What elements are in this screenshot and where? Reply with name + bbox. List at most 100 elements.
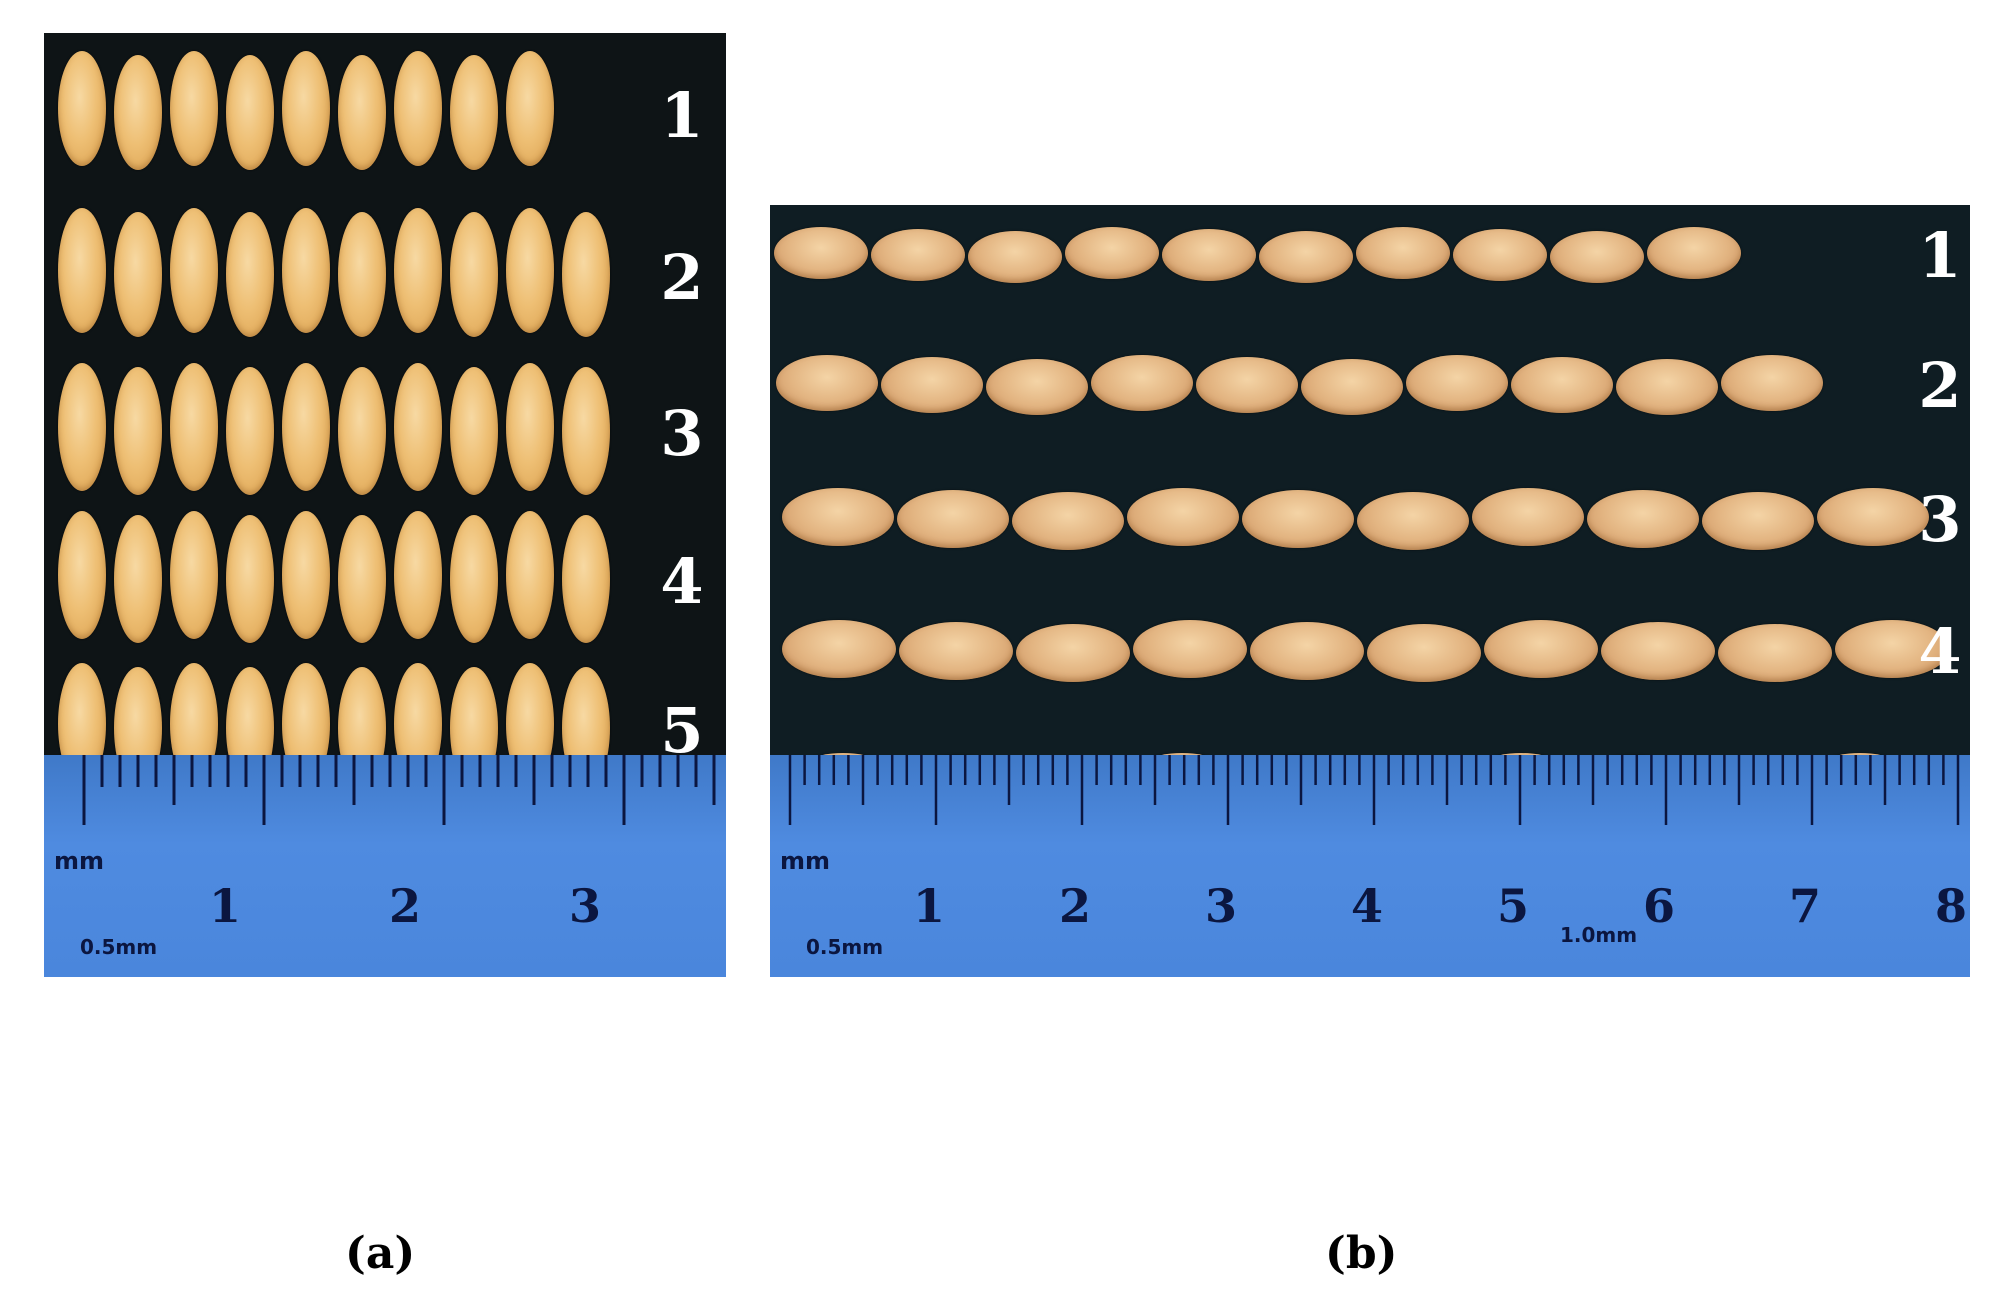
- ruler-number-b: 7: [1789, 879, 1822, 933]
- ruler-number-b: 3: [1205, 879, 1238, 933]
- grain-b: [774, 227, 868, 279]
- grain-b: [1091, 355, 1193, 411]
- panel-a-caption: (a): [345, 1228, 416, 1279]
- grain-a: [282, 51, 330, 166]
- grain-a: [338, 55, 386, 170]
- panel-b-ruler-ticks: [788, 755, 1960, 825]
- grain-b: [1406, 355, 1508, 411]
- grain-a: [394, 51, 442, 166]
- ruler-number-a: 2: [389, 879, 422, 933]
- grain-a: [282, 208, 330, 333]
- ruler-number-b: 4: [1351, 879, 1384, 933]
- grain-b: [1484, 620, 1598, 678]
- grain-b: [782, 620, 896, 678]
- ruler-number-a: 3: [569, 879, 602, 933]
- grain-a: [114, 515, 162, 643]
- grain-b: [1016, 624, 1130, 682]
- row-label-b: 4: [1918, 615, 1962, 688]
- grain-b: [782, 488, 894, 546]
- grain-b: [1721, 355, 1823, 411]
- grain-a: [114, 212, 162, 337]
- grain-b: [1718, 624, 1832, 682]
- grain-b: [1356, 227, 1450, 279]
- row-label-a: 2: [660, 240, 704, 314]
- grain-b: [1367, 624, 1481, 682]
- grain-a: [562, 212, 610, 337]
- grain-a: [562, 515, 610, 643]
- grain-b: [1587, 490, 1699, 548]
- grain-a: [170, 511, 218, 639]
- panel-b-caption: (b): [1325, 1228, 1398, 1279]
- grain-a: [226, 367, 274, 495]
- grain-b: [968, 231, 1062, 283]
- panel-b-ruler-small-label-left: 0.5mm: [806, 935, 884, 959]
- panel-a-ruler-ticks: [82, 755, 716, 825]
- grain-a: [450, 212, 498, 337]
- grain-a: [170, 363, 218, 491]
- grain-a: [506, 363, 554, 491]
- row-label-a: 5: [660, 694, 704, 767]
- grain-b: [1250, 622, 1364, 680]
- grain-a: [506, 51, 554, 166]
- panel-a-ruler-unit: mm: [54, 847, 105, 875]
- grain-a: [450, 515, 498, 643]
- grain-b: [1453, 229, 1547, 281]
- ruler-number-b: 1: [913, 879, 946, 933]
- grain-a: [338, 515, 386, 643]
- grain-a: [282, 511, 330, 639]
- grain-a: [170, 51, 218, 166]
- grain-b: [1301, 359, 1403, 415]
- grain-a: [58, 363, 106, 491]
- row-label-b: 2: [1918, 349, 1962, 422]
- grain-a: [450, 367, 498, 495]
- grain-a: [394, 511, 442, 639]
- grain-b: [1817, 488, 1929, 546]
- grain-b: [1357, 492, 1469, 550]
- grain-a: [170, 208, 218, 333]
- grain-b: [1259, 231, 1353, 283]
- grain-b: [1601, 622, 1715, 680]
- grain-b: [1550, 231, 1644, 283]
- panel-b-ruler: mm 0.5mm 1.0mm 1 2 3 4 5 6 7 8: [770, 755, 1970, 977]
- panel-a-ruler-small-label: 0.5mm: [80, 935, 158, 959]
- grain-a: [226, 212, 274, 337]
- grain-b: [986, 359, 1088, 415]
- grain-a: [58, 208, 106, 333]
- grain-b: [1835, 620, 1949, 678]
- grain-a: [58, 511, 106, 639]
- grain-b: [776, 355, 878, 411]
- grain-b: [1511, 357, 1613, 413]
- grain-a: [562, 367, 610, 495]
- ruler-number-b: 8: [1935, 879, 1968, 933]
- grain-b: [1133, 620, 1247, 678]
- grain-a: [506, 208, 554, 333]
- grain-b: [1162, 229, 1256, 281]
- row-label-b: 3: [1918, 483, 1962, 556]
- ruler-number-b: 2: [1059, 879, 1092, 933]
- panel-b-ruler-unit: mm: [780, 847, 831, 875]
- ruler-number-b: 5: [1497, 879, 1530, 933]
- grain-b: [881, 357, 983, 413]
- row-label-a: 4: [660, 545, 704, 618]
- grain-b: [1702, 492, 1814, 550]
- grain-a: [226, 515, 274, 643]
- grain-a: [338, 367, 386, 495]
- grain-b: [1616, 359, 1718, 415]
- grain-b: [899, 622, 1013, 680]
- grain-a: [506, 511, 554, 639]
- grain-b: [1242, 490, 1354, 548]
- grain-b: [1012, 492, 1124, 550]
- grain-b: [897, 490, 1009, 548]
- grain-a: [226, 55, 274, 170]
- ruler-number-a: 1: [209, 879, 242, 933]
- ruler-number-b: 6: [1643, 879, 1676, 933]
- grain-b: [1065, 227, 1159, 279]
- grain-a: [338, 212, 386, 337]
- grain-b: [871, 229, 965, 281]
- grain-a: [394, 363, 442, 491]
- grain-b: [1127, 488, 1239, 546]
- panel-b-ruler-small-label-right: 1.0mm: [1560, 923, 1638, 947]
- grain-b: [1472, 488, 1584, 546]
- grain-a: [282, 363, 330, 491]
